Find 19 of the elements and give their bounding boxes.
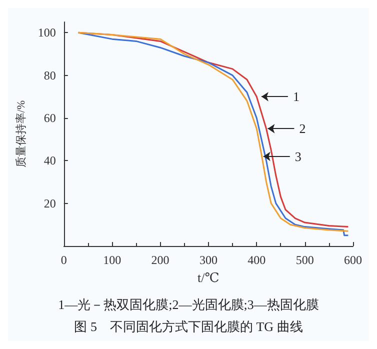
x-axis-title: t/℃ [198,270,220,285]
x-tick-label: 500 [296,253,314,267]
text: 1—光－热双固化膜;2—光固化膜;3—热固化膜 [58,297,319,312]
x-tick-label: 600 [344,253,362,267]
x-tick-label: 0 [60,253,67,267]
y-tick-label: 60 [44,111,56,125]
y-tick-label: 100 [38,26,56,40]
annotation: 2 [299,121,306,136]
text: 图 5 不同固化方式下固化膜的 TG 曲线 [74,319,303,334]
y-tick-label: 40 [44,154,56,168]
y-axis-title: 质量保持率/% [14,100,28,168]
x-tick-label: 200 [151,253,170,267]
y-tick-label: 80 [44,68,56,82]
annotation: 1 [292,89,300,104]
x-tick-label: 300 [199,253,218,267]
annotation: 3 [294,148,302,164]
x-tick-label: 400 [248,253,266,267]
x-tick-label: 100 [103,253,122,267]
y-tick-label: 20 [44,196,56,210]
